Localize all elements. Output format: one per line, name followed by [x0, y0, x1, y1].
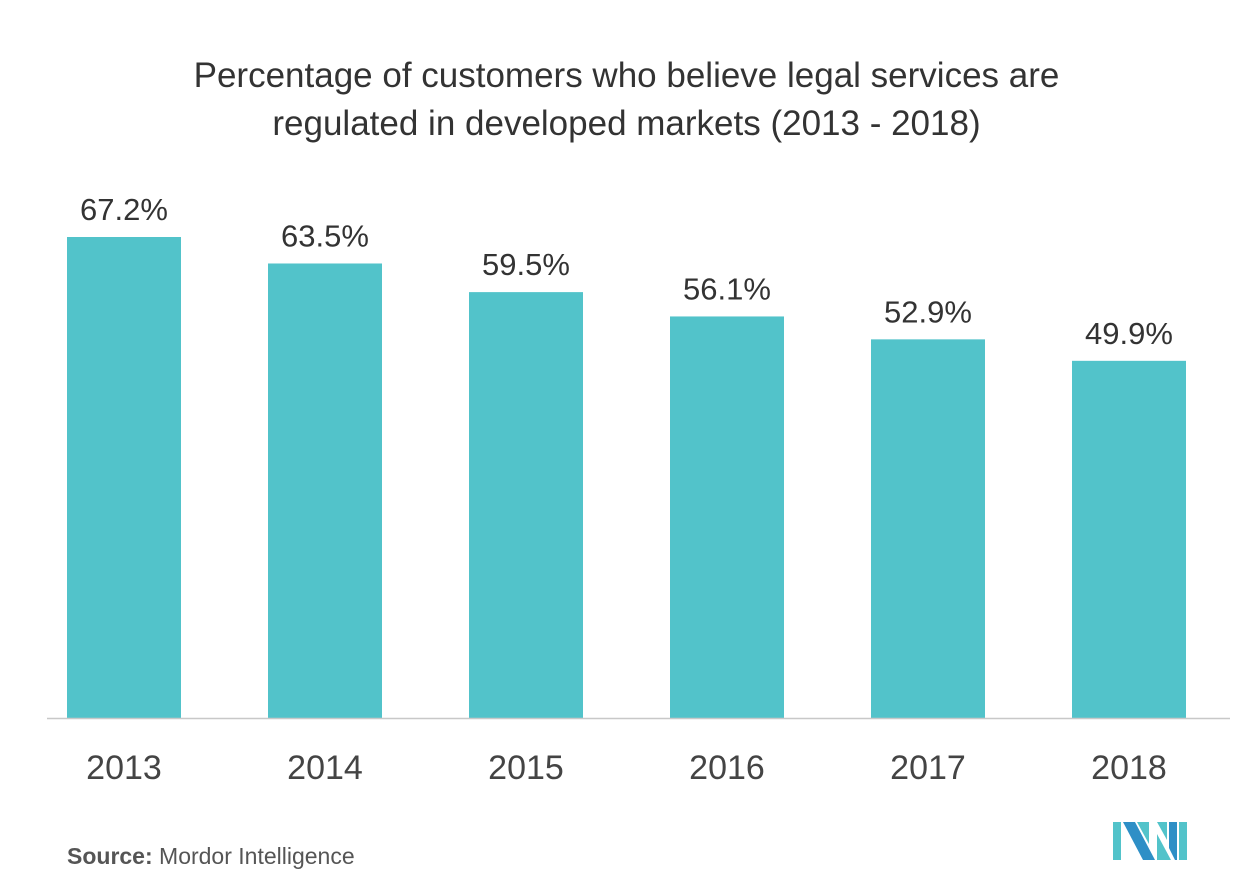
- bar-2018: [1072, 360, 1186, 718]
- mordor-logo-icon: [1113, 822, 1187, 860]
- bar-chart: 67.2% 2013 63.5% 2014 59.5% 2015 56.1% 2016 52.9…: [47, 192, 1230, 787]
- data-label: 59.5%: [482, 247, 570, 282]
- chart-title: Percentage of customers who believe lega…: [193, 56, 1060, 143]
- source-text: Mordor Intelligence: [159, 843, 355, 869]
- bar-2017: [871, 339, 985, 718]
- data-label: 56.1%: [683, 271, 771, 306]
- data-label: 63.5%: [281, 218, 369, 253]
- bar-2016: [670, 316, 784, 718]
- x-tick-label: 2018: [1091, 749, 1167, 787]
- data-label: 49.9%: [1085, 316, 1173, 351]
- x-tick-label: 2016: [689, 749, 765, 787]
- source-label: Source:: [67, 843, 153, 869]
- x-tick-label: 2015: [488, 749, 564, 787]
- bar-2015: [469, 292, 583, 718]
- data-label: 67.2%: [80, 192, 168, 227]
- x-tick-label: 2017: [890, 749, 966, 787]
- data-label: 52.9%: [884, 294, 972, 329]
- source-note: Source: Mordor Intelligence: [67, 843, 355, 870]
- bar-2014: [268, 263, 382, 718]
- x-tick-label: 2013: [86, 749, 162, 787]
- x-tick-label: 2014: [287, 749, 363, 787]
- bar-2013: [67, 237, 181, 718]
